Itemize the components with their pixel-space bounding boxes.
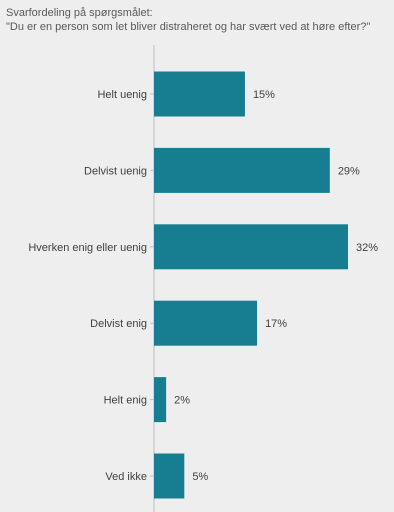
bar <box>154 71 245 117</box>
bar <box>154 300 258 346</box>
bar <box>154 147 330 193</box>
category-label: Ved ikke <box>105 471 147 483</box>
bar <box>154 224 348 270</box>
category-label: Helt uenig <box>97 89 147 101</box>
data-label: 2% <box>174 395 190 407</box>
data-label: 17% <box>265 318 287 330</box>
chart-title-block: Svarfordeling på spørgsmålet: "Du er en … <box>6 6 390 34</box>
data-label: 32% <box>356 242 378 254</box>
category-label: Helt enig <box>104 395 147 407</box>
data-label: 15% <box>253 89 275 101</box>
data-label: 5% <box>192 471 208 483</box>
chart-subtitle: "Du er en person som let bliver distrahe… <box>6 21 371 33</box>
category-label: Delvist uenig <box>84 165 147 177</box>
bar <box>154 377 167 423</box>
chart-title: Svarfordeling på spørgsmålet: <box>6 7 153 19</box>
bar <box>154 453 185 499</box>
category-label: Delvist enig <box>90 318 147 330</box>
data-label: 29% <box>338 165 360 177</box>
category-label: Hverken enig eller uenig <box>28 242 147 254</box>
